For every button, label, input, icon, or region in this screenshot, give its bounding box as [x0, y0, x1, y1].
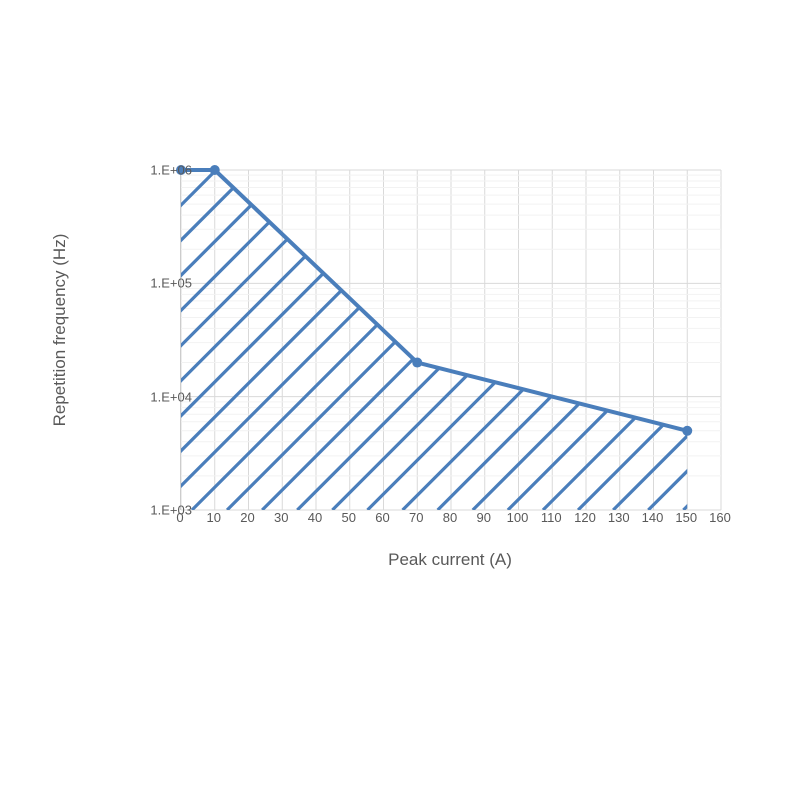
x-tick-label: 150 — [675, 510, 697, 525]
x-tick-label: 90 — [477, 510, 491, 525]
x-axis-label: Peak current (A) — [388, 550, 512, 570]
x-tick-label: 10 — [207, 510, 221, 525]
x-tick-label: 60 — [375, 510, 389, 525]
x-tick-label: 40 — [308, 510, 322, 525]
x-tick-label: 140 — [642, 510, 664, 525]
x-tick-label: 20 — [240, 510, 254, 525]
x-tick-label: 110 — [541, 510, 562, 525]
chart-container: Repetition frequency (Hz) Peak current (… — [100, 160, 740, 640]
x-tick-label: 30 — [274, 510, 288, 525]
y-tick-label: 1.E+04 — [122, 389, 192, 404]
y-axis-label: Repetition frequency (Hz) — [50, 234, 70, 427]
x-tick-label: 100 — [507, 510, 529, 525]
x-tick-label: 70 — [409, 510, 423, 525]
x-tick-label: 160 — [709, 510, 731, 525]
x-tick-label: 80 — [443, 510, 457, 525]
plot-area — [180, 170, 721, 510]
x-tick-label: 50 — [342, 510, 356, 525]
x-tick-label: 0 — [176, 510, 183, 525]
y-tick-label: 1.E+06 — [122, 163, 192, 178]
chart-svg — [181, 170, 721, 510]
y-tick-label: 1.E+05 — [122, 276, 192, 291]
x-tick-label: 130 — [608, 510, 630, 525]
x-tick-label: 120 — [574, 510, 596, 525]
